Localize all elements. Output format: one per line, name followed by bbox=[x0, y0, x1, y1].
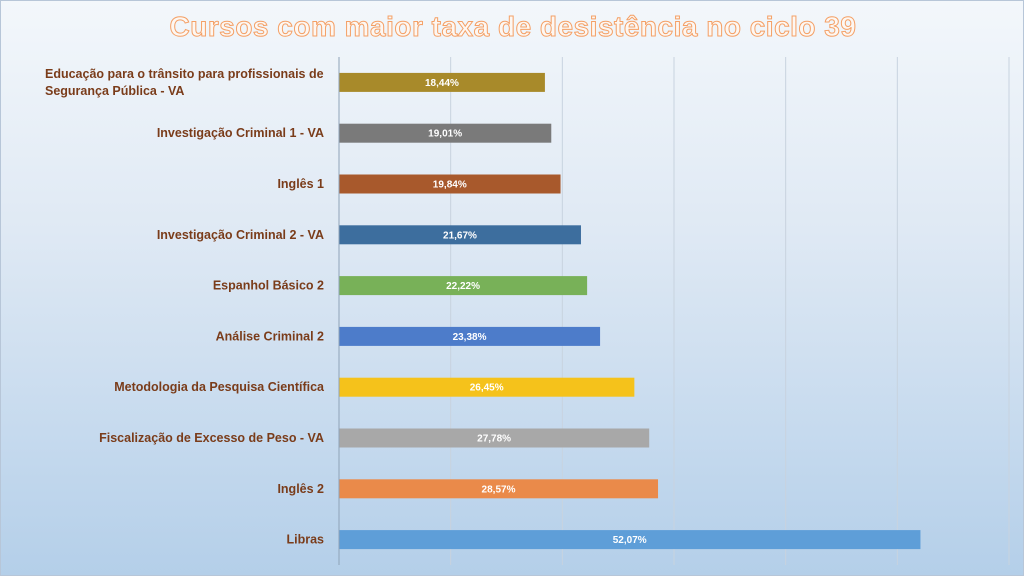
category-label-line: Educação para o trânsito para profission… bbox=[45, 67, 324, 81]
bar-4 bbox=[339, 225, 581, 245]
category-label-3: Inglês 1 bbox=[277, 177, 324, 191]
bar-value-label-4: 21,67% bbox=[443, 230, 477, 241]
category-label-line: Fiscalização de Excesso de Peso - VA bbox=[99, 431, 324, 445]
bar-1 bbox=[339, 72, 545, 92]
bar-value-label-8: 27,78% bbox=[477, 434, 511, 445]
category-label-line: Investigação Criminal 1 - VA bbox=[157, 126, 324, 140]
bar-value-label-7: 26,45% bbox=[470, 383, 504, 394]
bar-2 bbox=[339, 123, 552, 143]
bar-7 bbox=[339, 377, 635, 397]
bar-9 bbox=[339, 479, 659, 499]
chart-title: Cursos com maior taxa de desistência no … bbox=[169, 11, 857, 43]
category-label-4: Investigação Criminal 2 - VA bbox=[157, 228, 324, 242]
category-label-line: Libras bbox=[286, 533, 324, 547]
category-label-8: Fiscalização de Excesso de Peso - VA bbox=[99, 431, 324, 445]
bar-6 bbox=[339, 326, 601, 346]
category-label-line: Inglês 2 bbox=[277, 482, 324, 496]
category-label-line: Inglês 1 bbox=[277, 177, 324, 191]
category-label-5: Espanhol Básico 2 bbox=[213, 279, 324, 293]
bar-value-label-5: 22,22% bbox=[446, 281, 480, 292]
bar-value-label-10: 52,07% bbox=[613, 535, 647, 546]
bar-value-label-1: 18,44% bbox=[425, 78, 459, 89]
category-label-10: Libras bbox=[286, 533, 324, 547]
category-label-line: Metodologia da Pesquisa Científica bbox=[114, 380, 325, 394]
bar-value-label-3: 19,84% bbox=[433, 180, 467, 191]
bar-value-label-9: 28,57% bbox=[482, 484, 516, 495]
bar-8 bbox=[339, 428, 650, 448]
category-label-line: Análise Criminal 2 bbox=[216, 329, 324, 343]
category-label-line: Investigação Criminal 2 - VA bbox=[157, 228, 324, 242]
bar-value-label-6: 23,38% bbox=[453, 332, 487, 343]
category-label-2: Investigação Criminal 1 - VA bbox=[157, 126, 324, 140]
category-label-1: Educação para o trânsito para profission… bbox=[45, 67, 324, 98]
bar-5 bbox=[339, 276, 588, 296]
bar-10 bbox=[339, 530, 921, 550]
bar-value-label-2: 19,01% bbox=[428, 129, 462, 140]
bar-3 bbox=[339, 174, 561, 194]
category-label-line: Segurança Pública - VA bbox=[45, 84, 184, 98]
category-label-6: Análise Criminal 2 bbox=[216, 329, 324, 343]
category-label-line: Espanhol Básico 2 bbox=[213, 279, 324, 293]
category-label-7: Metodologia da Pesquisa Científica bbox=[114, 380, 325, 394]
category-label-9: Inglês 2 bbox=[277, 482, 324, 496]
